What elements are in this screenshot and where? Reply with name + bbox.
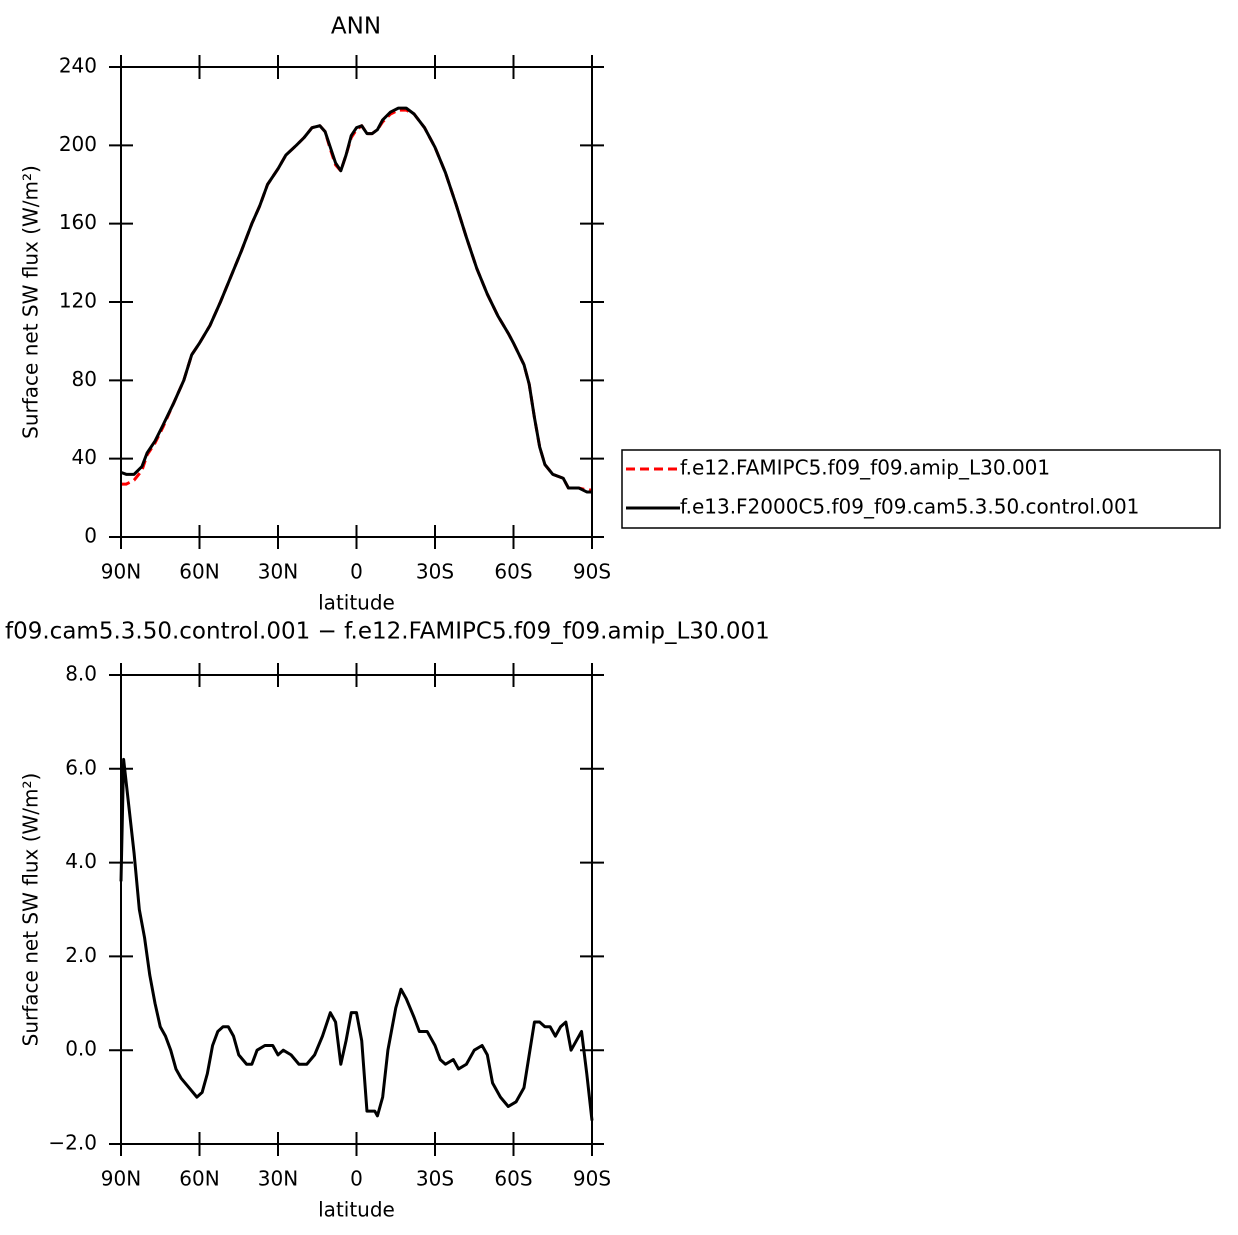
x-tick-label: 30S xyxy=(416,560,454,584)
legend-box xyxy=(621,449,1221,529)
x-axis-label: latitude xyxy=(318,591,395,615)
y-tick-label: −2.0 xyxy=(48,1131,97,1155)
x-tick-label: 90S xyxy=(573,560,611,584)
y-axis-label: Surface net SW flux (W/m²) xyxy=(19,165,43,439)
plot-frame xyxy=(120,674,593,1145)
x-tick-label: 0 xyxy=(350,1167,363,1191)
x-tick-label: 90N xyxy=(101,560,141,584)
x-tick-label: 60S xyxy=(494,560,532,584)
y-tick-label: 120 xyxy=(59,289,97,313)
x-tick-label: 60S xyxy=(494,1167,532,1191)
legend-label: f.e13.F2000C5.f09_f09.cam5.3.50.control.… xyxy=(680,495,1139,519)
y-tick-label: 0 xyxy=(84,524,97,548)
y-tick-label: 160 xyxy=(59,210,97,234)
data-line xyxy=(119,757,594,1121)
y-tick-label: 200 xyxy=(59,132,97,156)
chart-title: f09.cam5.3.50.control.001 − f.e12.FAMIPC… xyxy=(5,619,770,645)
x-tick-label: 30S xyxy=(416,1167,454,1191)
data-line xyxy=(120,106,592,494)
x-tick-label: 30N xyxy=(258,1167,298,1191)
y-tick-label: 2.0 xyxy=(65,943,97,967)
chart-title: ANN xyxy=(331,14,381,40)
y-tick-label: 40 xyxy=(72,445,97,469)
plot-frame xyxy=(120,66,593,538)
x-tick-label: 60N xyxy=(179,1167,219,1191)
y-tick-label: 240 xyxy=(59,54,97,78)
x-tick-label: 30N xyxy=(258,560,298,584)
legend-label: f.e12.FAMIPC5.f09_f09.amip_L30.001 xyxy=(680,456,1050,480)
data-line xyxy=(121,108,592,492)
x-tick-label: 90N xyxy=(101,1167,141,1191)
y-tick-label: 4.0 xyxy=(65,849,97,873)
y-tick-label: 6.0 xyxy=(65,755,97,779)
x-tick-label: 60N xyxy=(179,560,219,584)
y-axis-label: Surface net SW flux (W/m²) xyxy=(19,773,43,1047)
y-tick-label: 8.0 xyxy=(65,662,97,686)
y-tick-label: 0.0 xyxy=(65,1037,97,1061)
x-tick-label: 90S xyxy=(573,1167,611,1191)
x-tick-label: 0 xyxy=(350,560,363,584)
x-axis-label: latitude xyxy=(318,1198,395,1222)
y-tick-label: 80 xyxy=(72,367,97,391)
